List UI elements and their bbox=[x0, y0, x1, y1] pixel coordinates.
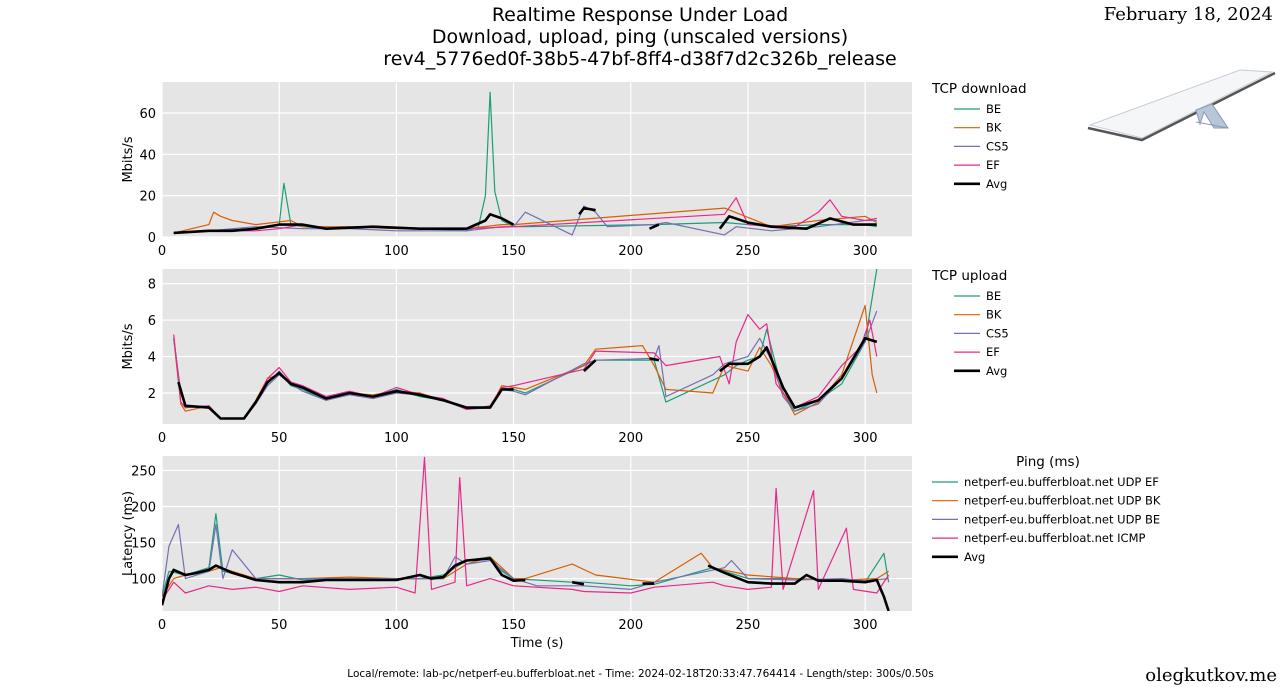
legend-entry: netperf-eu.bufferbloat.net ICMP bbox=[964, 531, 1145, 545]
chart-title-line1: Realtime Response Under Load bbox=[491, 4, 789, 26]
x-tick-label: 200 bbox=[618, 431, 643, 446]
y-tick-label: 20 bbox=[139, 190, 156, 205]
y-axis-label: Mbits/s bbox=[121, 136, 136, 182]
y-tick-label: 150 bbox=[131, 537, 156, 552]
plot-background bbox=[162, 456, 912, 611]
y-tick-label: 100 bbox=[131, 573, 156, 588]
legend-entry: Avg bbox=[986, 177, 1007, 191]
legend-entry: netperf-eu.bufferbloat.net UDP EF bbox=[964, 475, 1159, 489]
y-tick-label: 60 bbox=[139, 107, 156, 122]
chart-title-line2: Download, upload, ping (unscaled version… bbox=[431, 26, 849, 48]
legend-entry: CS5 bbox=[986, 326, 1009, 340]
series-line-avg bbox=[162, 557, 890, 611]
panel-2: 0 50 100 150 200 250 300 2 4 6 8 Mbits/s TCP upload B… bbox=[121, 268, 1009, 446]
x-tick-label: 300 bbox=[853, 244, 878, 259]
y-axis-label: Mbits/s bbox=[121, 323, 136, 369]
x-tick-label: 100 bbox=[384, 431, 409, 446]
x-tick-label: 250 bbox=[736, 244, 761, 259]
legend-entry: netperf-eu.bufferbloat.net UDP BE bbox=[964, 512, 1160, 526]
signature: olegkutkov.me bbox=[1145, 665, 1277, 686]
x-tick-label: 50 bbox=[271, 618, 288, 633]
x-tick-label: 150 bbox=[501, 431, 526, 446]
y-tick-label: 8 bbox=[148, 278, 156, 293]
legend-entry: Avg bbox=[964, 550, 985, 564]
y-tick-label: 200 bbox=[131, 500, 156, 515]
legend-entry: EF bbox=[986, 158, 1000, 172]
panel-3: 0 50 100 150 200 250 300 100 150 200 250 Latency (m… bbox=[121, 454, 1161, 651]
series-line-avg bbox=[177, 337, 878, 420]
x-tick-label: 0 bbox=[158, 244, 166, 259]
date-label: February 18, 2024 bbox=[1103, 4, 1273, 25]
legend-entry: Avg bbox=[986, 364, 1007, 378]
y-tick-label: 2 bbox=[148, 387, 156, 402]
x-tick-label: 250 bbox=[736, 618, 761, 633]
x-tick-label: 100 bbox=[384, 244, 409, 259]
series-line-ef bbox=[173, 197, 877, 234]
x-tick-label: 50 bbox=[271, 431, 288, 446]
x-axis-label: Time (s) bbox=[510, 636, 564, 651]
legend-entry: EF bbox=[986, 345, 1000, 359]
x-tick-label: 50 bbox=[271, 244, 288, 259]
series-line-netperf-eu-bufferbloat-net-udp-be bbox=[162, 523, 889, 597]
legend-title: Ping (ms) bbox=[1016, 454, 1080, 470]
y-axis-label: Latency (ms) bbox=[121, 491, 136, 576]
y-tick-label: 6 bbox=[148, 314, 156, 329]
y-tick-label: 40 bbox=[139, 148, 156, 163]
x-tick-label: 200 bbox=[618, 618, 643, 633]
legend-entry: netperf-eu.bufferbloat.net UDP BK bbox=[964, 494, 1161, 508]
x-tick-label: 250 bbox=[736, 431, 761, 446]
plot-background bbox=[162, 82, 912, 237]
router-sketch-icon bbox=[1087, 69, 1276, 142]
footer-info: Local/remote: lab-pc/netperf-eu.bufferbl… bbox=[347, 668, 934, 680]
y-tick-label: 250 bbox=[131, 464, 156, 479]
x-tick-label: 200 bbox=[618, 244, 643, 259]
legend-entry: BE bbox=[986, 289, 1001, 303]
series-line-avg bbox=[173, 206, 877, 235]
x-tick-label: 100 bbox=[384, 618, 409, 633]
x-tick-label: 150 bbox=[501, 618, 526, 633]
x-tick-label: 300 bbox=[853, 431, 878, 446]
chart-title-line3: rev4_5776ed0f-38b5-47bf-8ff4-d38f7d2c326… bbox=[383, 48, 897, 70]
y-tick-label: 4 bbox=[148, 351, 156, 366]
legend-entry: BK bbox=[986, 121, 1002, 135]
x-tick-label: 300 bbox=[853, 618, 878, 633]
y-tick-label: 0 bbox=[148, 231, 156, 246]
x-tick-label: 0 bbox=[158, 431, 166, 446]
legend-title: TCP upload bbox=[931, 268, 1007, 284]
series-line-netperf-eu-bufferbloat-net-icmp bbox=[162, 456, 890, 601]
plot-background bbox=[162, 269, 912, 424]
series-line-netperf-eu-bufferbloat-net-udp-bk bbox=[162, 552, 889, 597]
legend-title: TCP download bbox=[931, 81, 1027, 97]
x-tick-label: 150 bbox=[501, 244, 526, 259]
x-tick-label: 0 bbox=[158, 618, 166, 633]
legend-entry: CS5 bbox=[986, 139, 1009, 153]
legend-entry: BE bbox=[986, 102, 1001, 116]
legend-entry: BK bbox=[986, 308, 1002, 322]
series-line-be bbox=[173, 91, 877, 234]
